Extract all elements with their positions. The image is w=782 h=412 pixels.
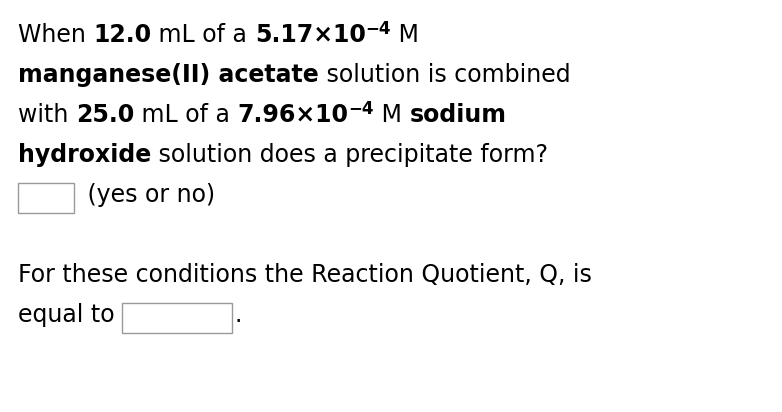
Text: sodium: sodium: [409, 103, 507, 127]
Text: −4: −4: [366, 20, 391, 38]
Text: hydroxide: hydroxide: [18, 143, 151, 167]
Text: .: .: [234, 303, 242, 327]
Text: For these conditions the Reaction Quotient, Q, is: For these conditions the Reaction Quotie…: [18, 263, 592, 287]
Text: M: M: [391, 23, 419, 47]
Text: −4: −4: [349, 100, 374, 118]
Text: 12.0: 12.0: [93, 23, 152, 47]
Text: solution is combined: solution is combined: [319, 63, 570, 87]
Text: mL of a: mL of a: [135, 103, 238, 127]
Text: equal to: equal to: [18, 303, 122, 327]
Text: solution does a precipitate form?: solution does a precipitate form?: [151, 143, 548, 167]
Text: manganese(II) acetate: manganese(II) acetate: [18, 63, 319, 87]
Text: mL of a: mL of a: [152, 23, 255, 47]
Text: 7.96×10: 7.96×10: [238, 103, 349, 127]
Bar: [122, 303, 232, 333]
Text: (yes or no): (yes or no): [80, 183, 215, 207]
Text: with: with: [18, 103, 76, 127]
Text: 25.0: 25.0: [76, 103, 135, 127]
Text: When: When: [18, 23, 93, 47]
Text: M: M: [374, 103, 409, 127]
Bar: [18, 183, 74, 213]
Text: 5.17×10: 5.17×10: [255, 23, 366, 47]
